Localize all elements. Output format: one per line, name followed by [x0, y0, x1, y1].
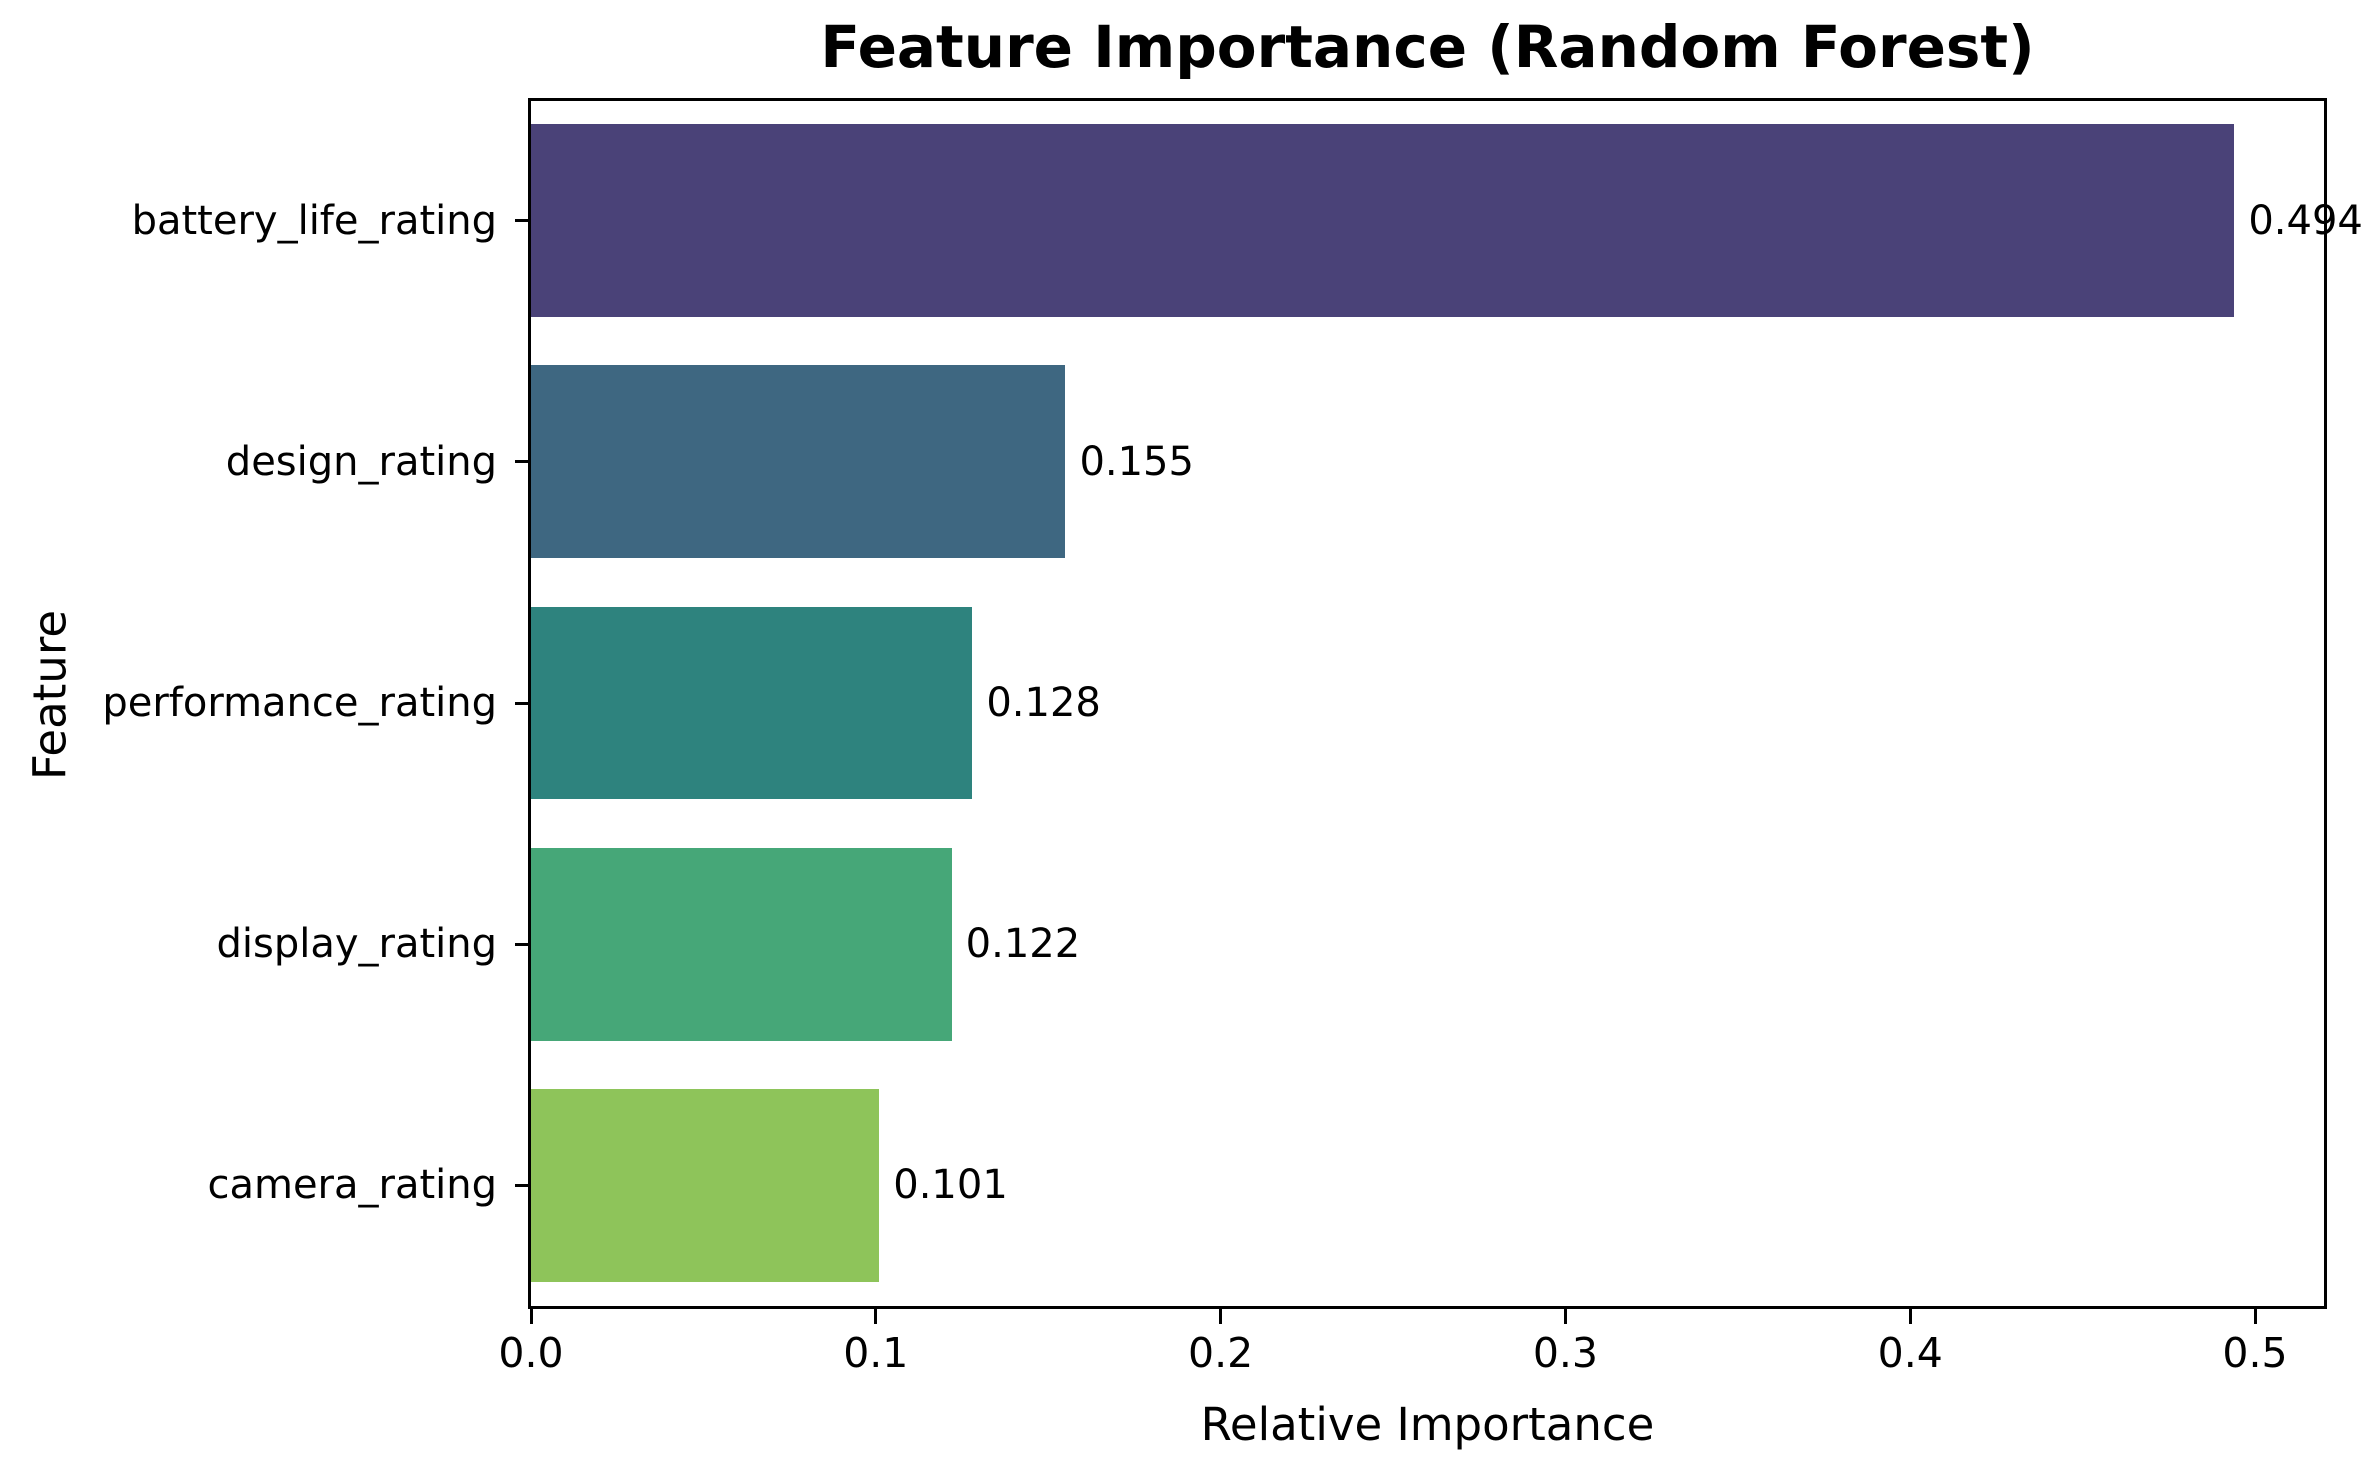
x-tick-mark	[1563, 1309, 1567, 1324]
x-tick-mark	[529, 1309, 533, 1324]
x-tick-label: 0.2	[1188, 1329, 1254, 1377]
bar-value-label: 0.122	[965, 921, 1081, 968]
x-tick-mark	[1908, 1309, 1912, 1324]
bar-value-label: 0.128	[986, 680, 1101, 726]
y-tick-mark	[515, 460, 529, 464]
y-tick-label-battery_life_rating: battery_life_rating	[131, 197, 497, 244]
y-tick-label-display_rating: display_rating	[216, 921, 497, 968]
x-tick-label: 0.1	[843, 1329, 909, 1377]
bar-display_rating	[531, 847, 952, 1041]
x-tick-mark	[874, 1309, 878, 1324]
x-axis-label: Relative Importance	[1200, 1398, 1655, 1451]
x-tick-mark	[1219, 1309, 1223, 1324]
bar-design_rating	[531, 365, 1066, 559]
x-tick-mark	[2253, 1309, 2257, 1324]
y-tick-mark	[515, 701, 529, 705]
x-tick-label: 0.3	[1532, 1329, 1599, 1377]
bar-value-label: 0.494	[2248, 197, 2363, 244]
plot-area: 0.494 0.155 0.128 0.122 0.101	[531, 100, 2363, 1306]
x-tick-label: 0.0	[498, 1329, 564, 1377]
y-axis-label: Feature	[23, 609, 77, 781]
y-tick-mark	[515, 219, 529, 223]
y-tick-mark	[515, 942, 529, 946]
bar-camera_rating	[531, 1088, 880, 1282]
y-tick-mark	[515, 1183, 529, 1187]
bar-value-label: 0.101	[893, 1162, 1008, 1209]
y-tick-label-design_rating: design_rating	[225, 438, 497, 485]
bar-performance_rating	[531, 606, 973, 800]
y-tick-label-camera_rating: camera_rating	[207, 1162, 497, 1209]
bar-value-label: 0.155	[1079, 438, 1194, 485]
bar-battery_life_rating	[531, 124, 2235, 318]
x-tick-label: 0.4	[1877, 1329, 1943, 1377]
chart-title: Feature Importance (Random Forest)	[820, 13, 2035, 81]
y-tick-label-performance_rating: performance_rating	[102, 680, 497, 726]
x-tick-label: 0.5	[2222, 1329, 2288, 1377]
